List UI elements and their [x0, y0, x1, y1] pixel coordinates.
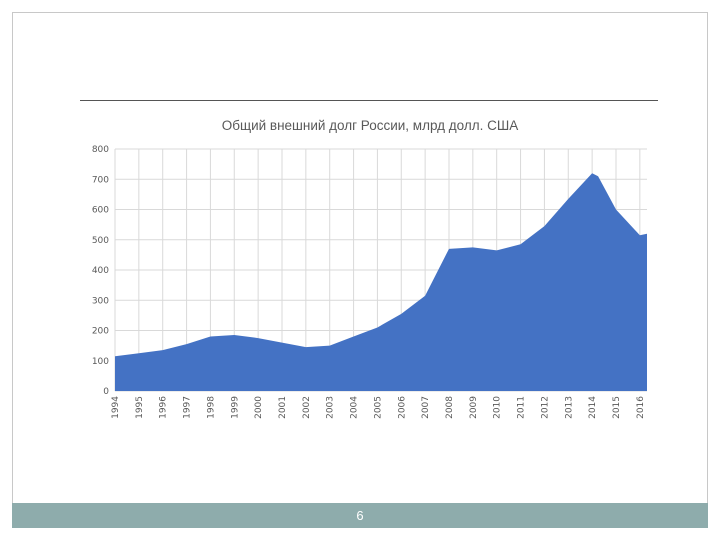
x-tick-label: 2008 [445, 396, 455, 419]
y-axis-ticks: 0 100 200 300 400 500 600 700 800 [92, 145, 109, 397]
title-rule [80, 100, 658, 101]
y-tick-label: 700 [92, 175, 109, 185]
x-tick-label: 2000 [254, 396, 264, 419]
x-tick-label: 2002 [302, 396, 312, 419]
y-tick-label: 500 [92, 236, 109, 246]
y-tick-label: 200 [92, 327, 109, 337]
x-tick-label: 1998 [206, 396, 216, 419]
y-tick-label: 300 [92, 296, 109, 306]
x-tick-label: 2016 [636, 396, 646, 419]
x-tick-label: 2001 [278, 396, 288, 419]
x-tick-label: 2011 [517, 396, 527, 419]
y-tick-label: 0 [103, 387, 109, 397]
chart-title: Общий внешний долг России, млрд долл. СШ… [222, 118, 519, 133]
x-tick-label: 1999 [230, 396, 240, 419]
x-tick-label: 1996 [159, 396, 169, 419]
x-tick-label: 2013 [564, 396, 574, 419]
x-tick-label: 2006 [397, 396, 407, 419]
y-tick-label: 400 [92, 266, 109, 276]
x-tick-label: 1997 [183, 396, 193, 419]
x-tick-label: 2009 [469, 396, 479, 419]
x-tick-label: 2014 [588, 396, 598, 419]
y-tick-label: 100 [92, 357, 109, 367]
page-number: 6 [356, 508, 364, 523]
x-axis-ticks: 1994 1995 1996 1997 1998 1999 2000 2001 2002 2003… [111, 396, 646, 419]
area-series [114, 173, 648, 391]
x-tick-label: 2005 [373, 396, 383, 419]
y-tick-label: 800 [92, 145, 109, 155]
area-fill [115, 173, 647, 391]
x-tick-label: 1995 [135, 396, 145, 419]
x-tick-label: 2012 [540, 396, 550, 419]
x-tick-label: 2003 [326, 396, 336, 419]
x-tick-label: 1994 [111, 396, 121, 419]
y-tick-label: 600 [92, 206, 109, 216]
x-tick-label: 2007 [421, 396, 431, 419]
footer-bar: 6 [12, 503, 708, 528]
x-tick-label: 2010 [493, 396, 503, 419]
x-tick-label: 2004 [350, 396, 360, 419]
x-tick-label: 2015 [612, 396, 622, 419]
